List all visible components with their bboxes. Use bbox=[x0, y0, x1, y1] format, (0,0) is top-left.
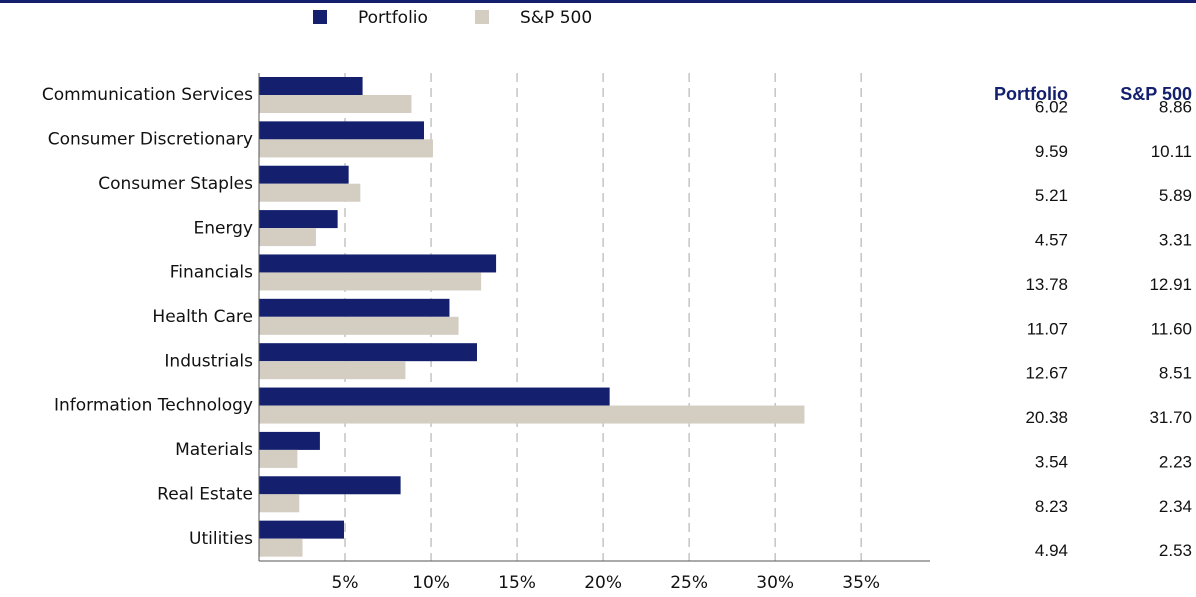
table-cell: 4.57 bbox=[1035, 231, 1068, 250]
table-cell: 5.21 bbox=[1035, 186, 1068, 205]
x-tick-label: 30% bbox=[756, 573, 794, 593]
bar bbox=[259, 538, 303, 557]
top-rule bbox=[0, 0, 1196, 3]
y-tick-label: Information Technology bbox=[54, 396, 253, 416]
table-cell: 13.78 bbox=[1025, 275, 1068, 294]
table-cell: 2.53 bbox=[1159, 541, 1192, 560]
bar bbox=[259, 183, 361, 202]
bar bbox=[259, 431, 320, 450]
bar bbox=[259, 210, 338, 229]
bar bbox=[259, 520, 344, 539]
bar bbox=[259, 272, 482, 291]
legend-label: Portfolio bbox=[358, 8, 428, 28]
bar bbox=[259, 343, 477, 362]
y-tick-label: Materials bbox=[175, 440, 253, 460]
table-cell: 31.70 bbox=[1149, 408, 1192, 427]
y-tick-label: Energy bbox=[193, 218, 253, 238]
y-tick-label: Utilities bbox=[189, 529, 253, 549]
table-cell: 6.02 bbox=[1035, 97, 1068, 116]
x-tick-label: 20% bbox=[584, 573, 622, 593]
x-tick-label: 35% bbox=[842, 573, 880, 593]
bar bbox=[259, 405, 805, 424]
x-tick-label: 5% bbox=[332, 573, 359, 593]
table-cell: 4.94 bbox=[1035, 541, 1068, 560]
table-cell: 8.51 bbox=[1159, 364, 1192, 383]
bar bbox=[259, 95, 412, 113]
x-tick-label: 15% bbox=[498, 573, 536, 593]
x-tick-label: 10% bbox=[412, 573, 450, 593]
table-cell: 8.23 bbox=[1035, 497, 1068, 516]
bar bbox=[259, 494, 300, 513]
table-cell: 3.31 bbox=[1159, 231, 1192, 250]
bar bbox=[259, 361, 406, 380]
table-cell: 20.38 bbox=[1025, 408, 1068, 427]
x-tick-label: 25% bbox=[670, 573, 708, 593]
legend-label: S&P 500 bbox=[520, 8, 592, 28]
table-cell: 10.11 bbox=[1151, 142, 1192, 161]
y-tick-label: Real Estate bbox=[157, 484, 253, 504]
y-tick-label: Consumer Discretionary bbox=[48, 130, 253, 150]
table-cell: 9.59 bbox=[1035, 142, 1068, 161]
y-tick-label: Communication Services bbox=[42, 85, 253, 105]
bar bbox=[259, 121, 424, 140]
table-cell: 11.60 bbox=[1151, 319, 1192, 338]
y-tick-label: Health Care bbox=[152, 307, 253, 327]
bar bbox=[259, 298, 450, 317]
table-cell: 8.86 bbox=[1159, 97, 1192, 116]
table-cell: 2.23 bbox=[1159, 452, 1192, 471]
legend-swatch bbox=[313, 10, 327, 24]
bar bbox=[259, 228, 316, 247]
bar bbox=[259, 254, 497, 273]
bar bbox=[259, 476, 401, 495]
bar bbox=[259, 316, 459, 335]
bar bbox=[259, 165, 349, 184]
table-cell: 12.91 bbox=[1149, 275, 1192, 294]
bar bbox=[259, 77, 363, 95]
table-cell: 3.54 bbox=[1035, 452, 1068, 471]
table-cell: 11.07 bbox=[1027, 319, 1068, 338]
bar bbox=[259, 139, 433, 158]
y-tick-label: Financials bbox=[170, 263, 253, 283]
table-cell: 12.67 bbox=[1025, 364, 1068, 383]
table-cell: 5.89 bbox=[1159, 186, 1192, 205]
table-cell: 2.34 bbox=[1159, 497, 1192, 516]
legend-swatch bbox=[475, 10, 489, 24]
y-tick-label: Industrials bbox=[164, 351, 253, 371]
bar bbox=[259, 449, 298, 468]
table-header: S&P 500 bbox=[1120, 84, 1192, 104]
bar bbox=[259, 387, 610, 406]
y-tick-label: Consumer Staples bbox=[98, 174, 253, 194]
table-header: Portfolio bbox=[994, 84, 1068, 104]
